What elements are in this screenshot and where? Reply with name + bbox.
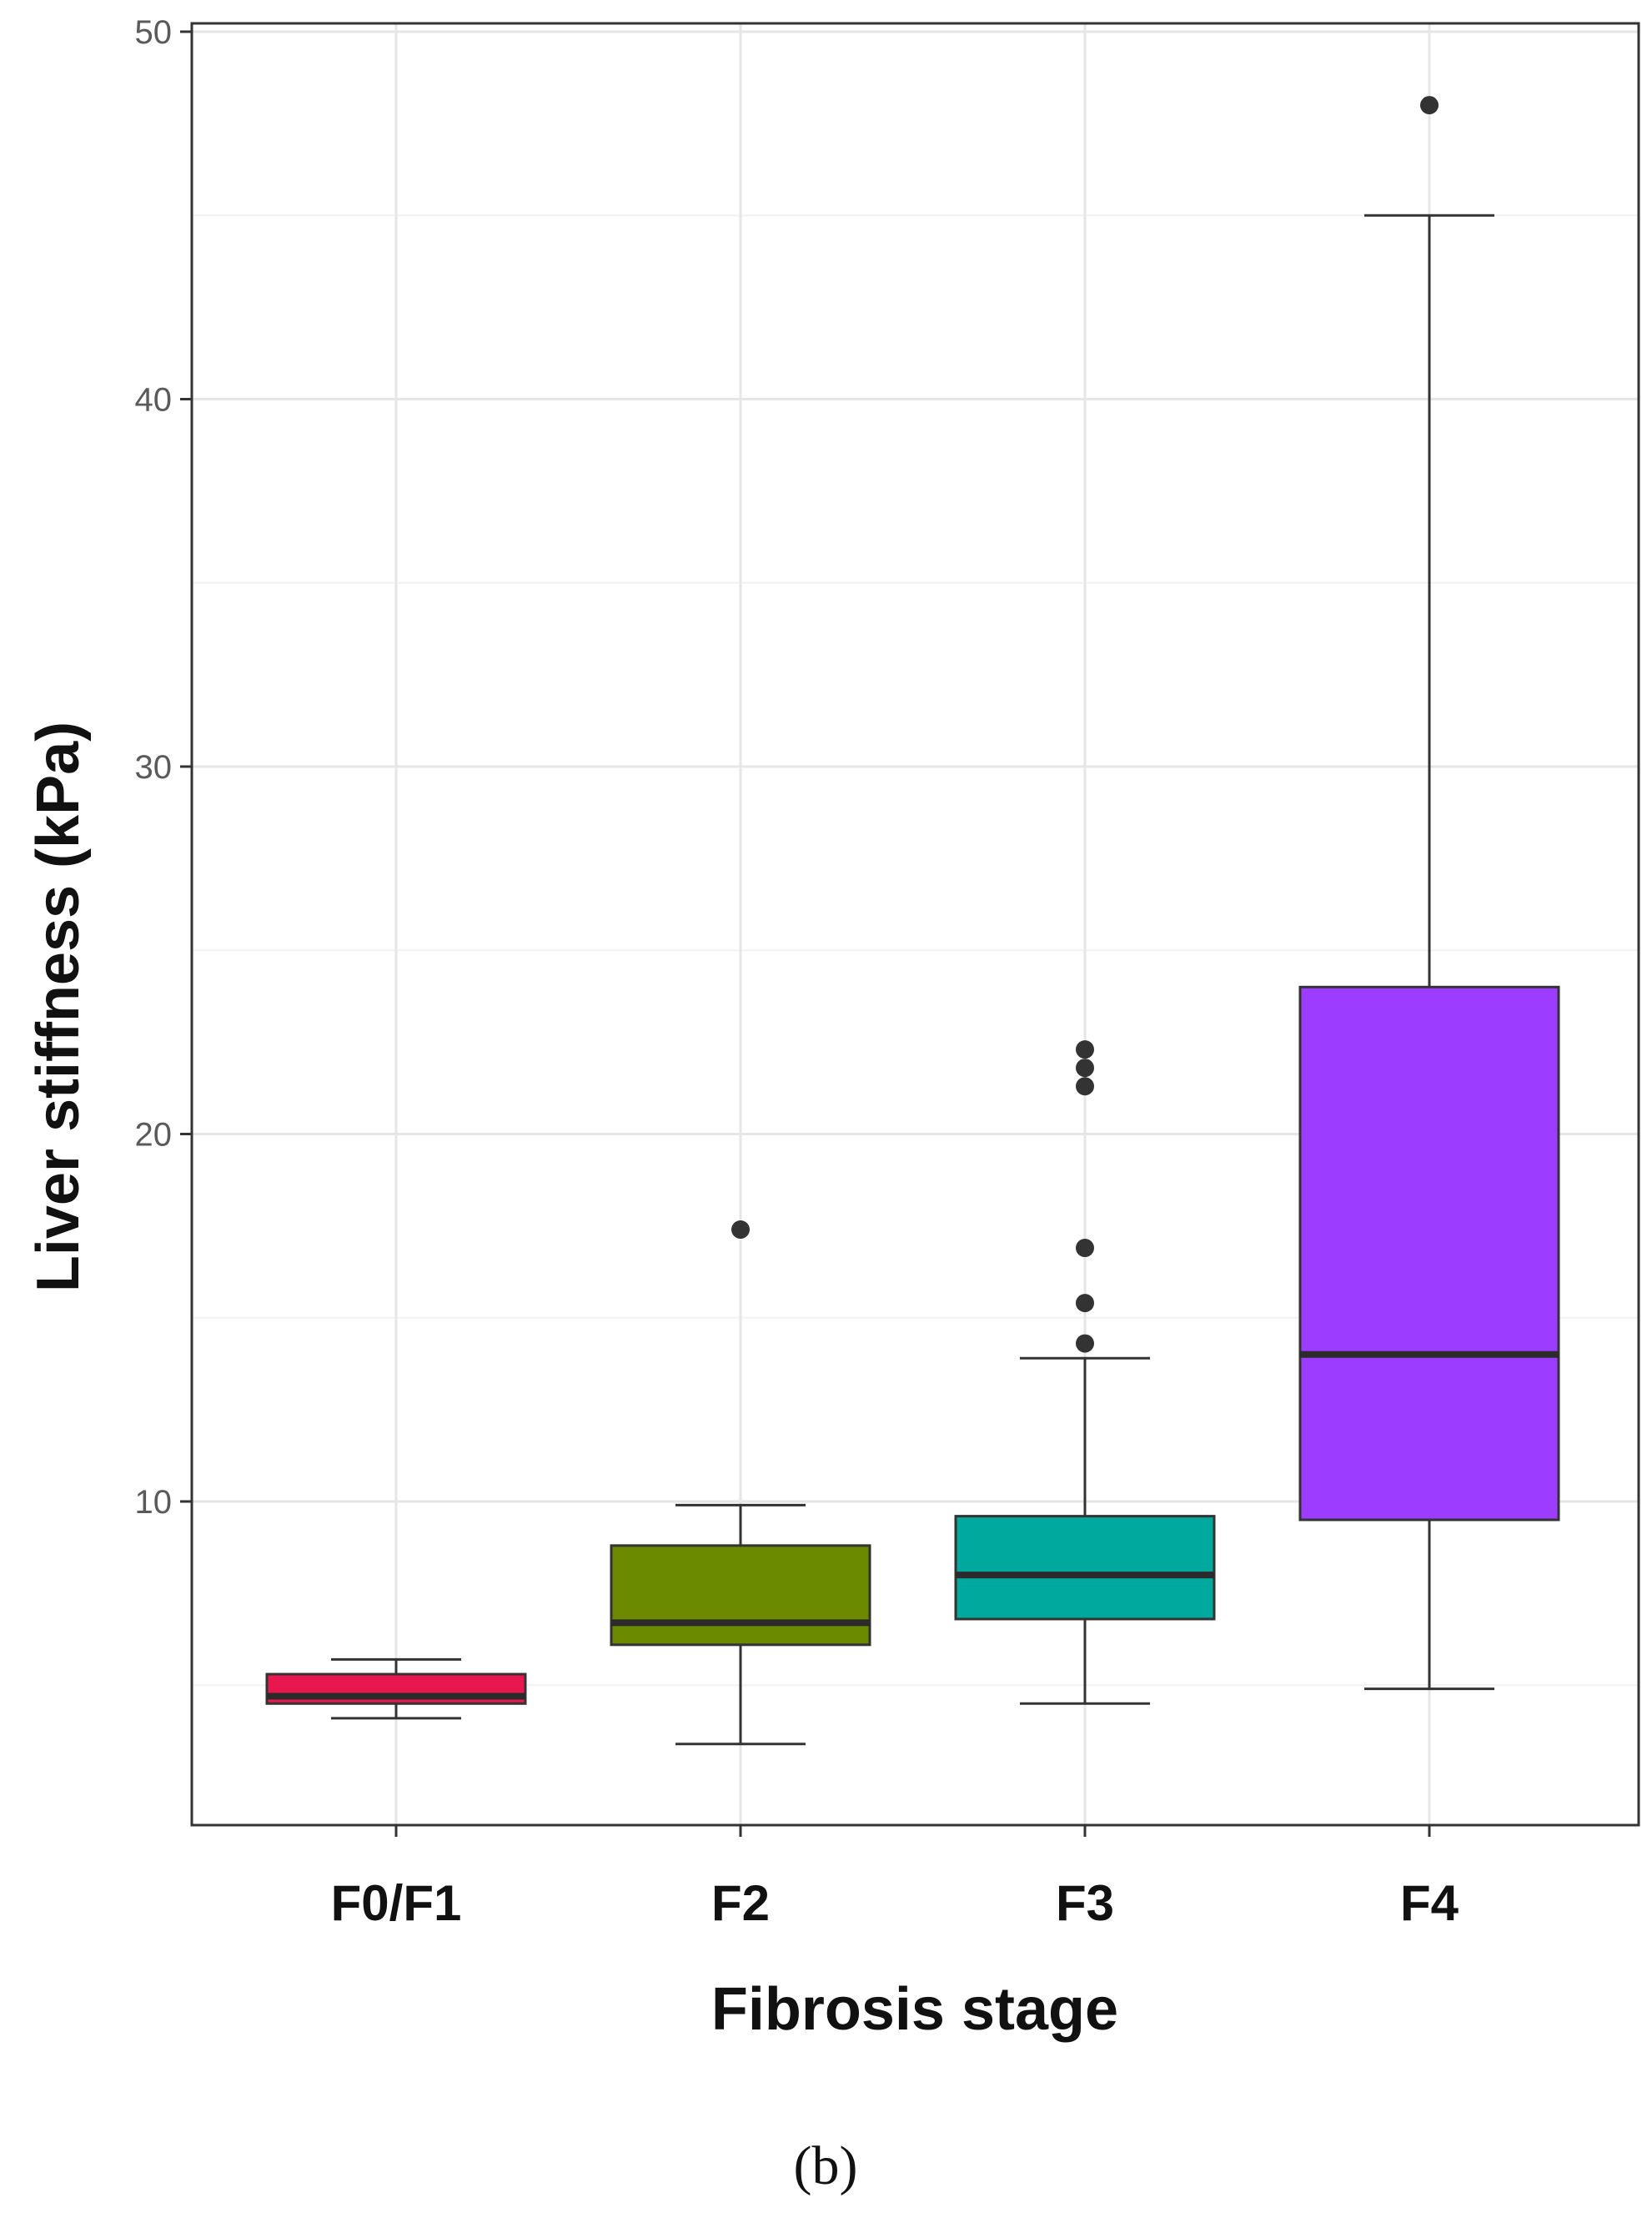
outlier-point bbox=[1076, 1040, 1094, 1059]
x-tick-label: F0/F1 bbox=[331, 1875, 462, 1931]
x-axis: F0/F1 F2 F3 F4 bbox=[331, 1825, 1459, 1931]
outlier-point bbox=[1420, 96, 1439, 115]
y-tick-label: 30 bbox=[135, 749, 173, 786]
box-F4 bbox=[1298, 96, 1560, 1691]
grid-lines bbox=[192, 23, 1639, 1825]
x-tick-label: F4 bbox=[1400, 1875, 1459, 1931]
iqr-box bbox=[1298, 985, 1560, 1521]
y-tick-label: 40 bbox=[135, 382, 173, 419]
y-tick-label: 20 bbox=[135, 1117, 173, 1154]
panel-label: (b) bbox=[794, 2135, 858, 2196]
outlier-point bbox=[1076, 1077, 1094, 1096]
x-tick-label: F2 bbox=[711, 1875, 770, 1931]
plot-panel-border bbox=[190, 22, 1640, 1827]
y-axis: 10 20 30 40 50 bbox=[135, 14, 192, 1521]
outlier-point bbox=[1076, 1294, 1094, 1313]
outlier-point bbox=[1076, 1239, 1094, 1258]
box-F2 bbox=[610, 1220, 871, 1746]
boxes bbox=[265, 96, 1560, 1746]
y-tick-label: 50 bbox=[135, 14, 173, 51]
outlier-point bbox=[1076, 1059, 1094, 1078]
iqr-box bbox=[610, 1544, 871, 1647]
y-tick-label: 10 bbox=[135, 1484, 173, 1521]
outlier-point bbox=[1076, 1334, 1094, 1353]
outlier-point bbox=[731, 1220, 750, 1240]
iqr-box bbox=[954, 1515, 1216, 1621]
y-axis-title: Liver stiffness (kPa) bbox=[25, 722, 92, 1292]
x-axis-title: Fibrosis stage bbox=[711, 1976, 1118, 2043]
box-F3 bbox=[954, 1040, 1216, 1705]
box-F0/F1 bbox=[265, 1657, 527, 1720]
x-tick-label: F3 bbox=[1056, 1875, 1114, 1931]
